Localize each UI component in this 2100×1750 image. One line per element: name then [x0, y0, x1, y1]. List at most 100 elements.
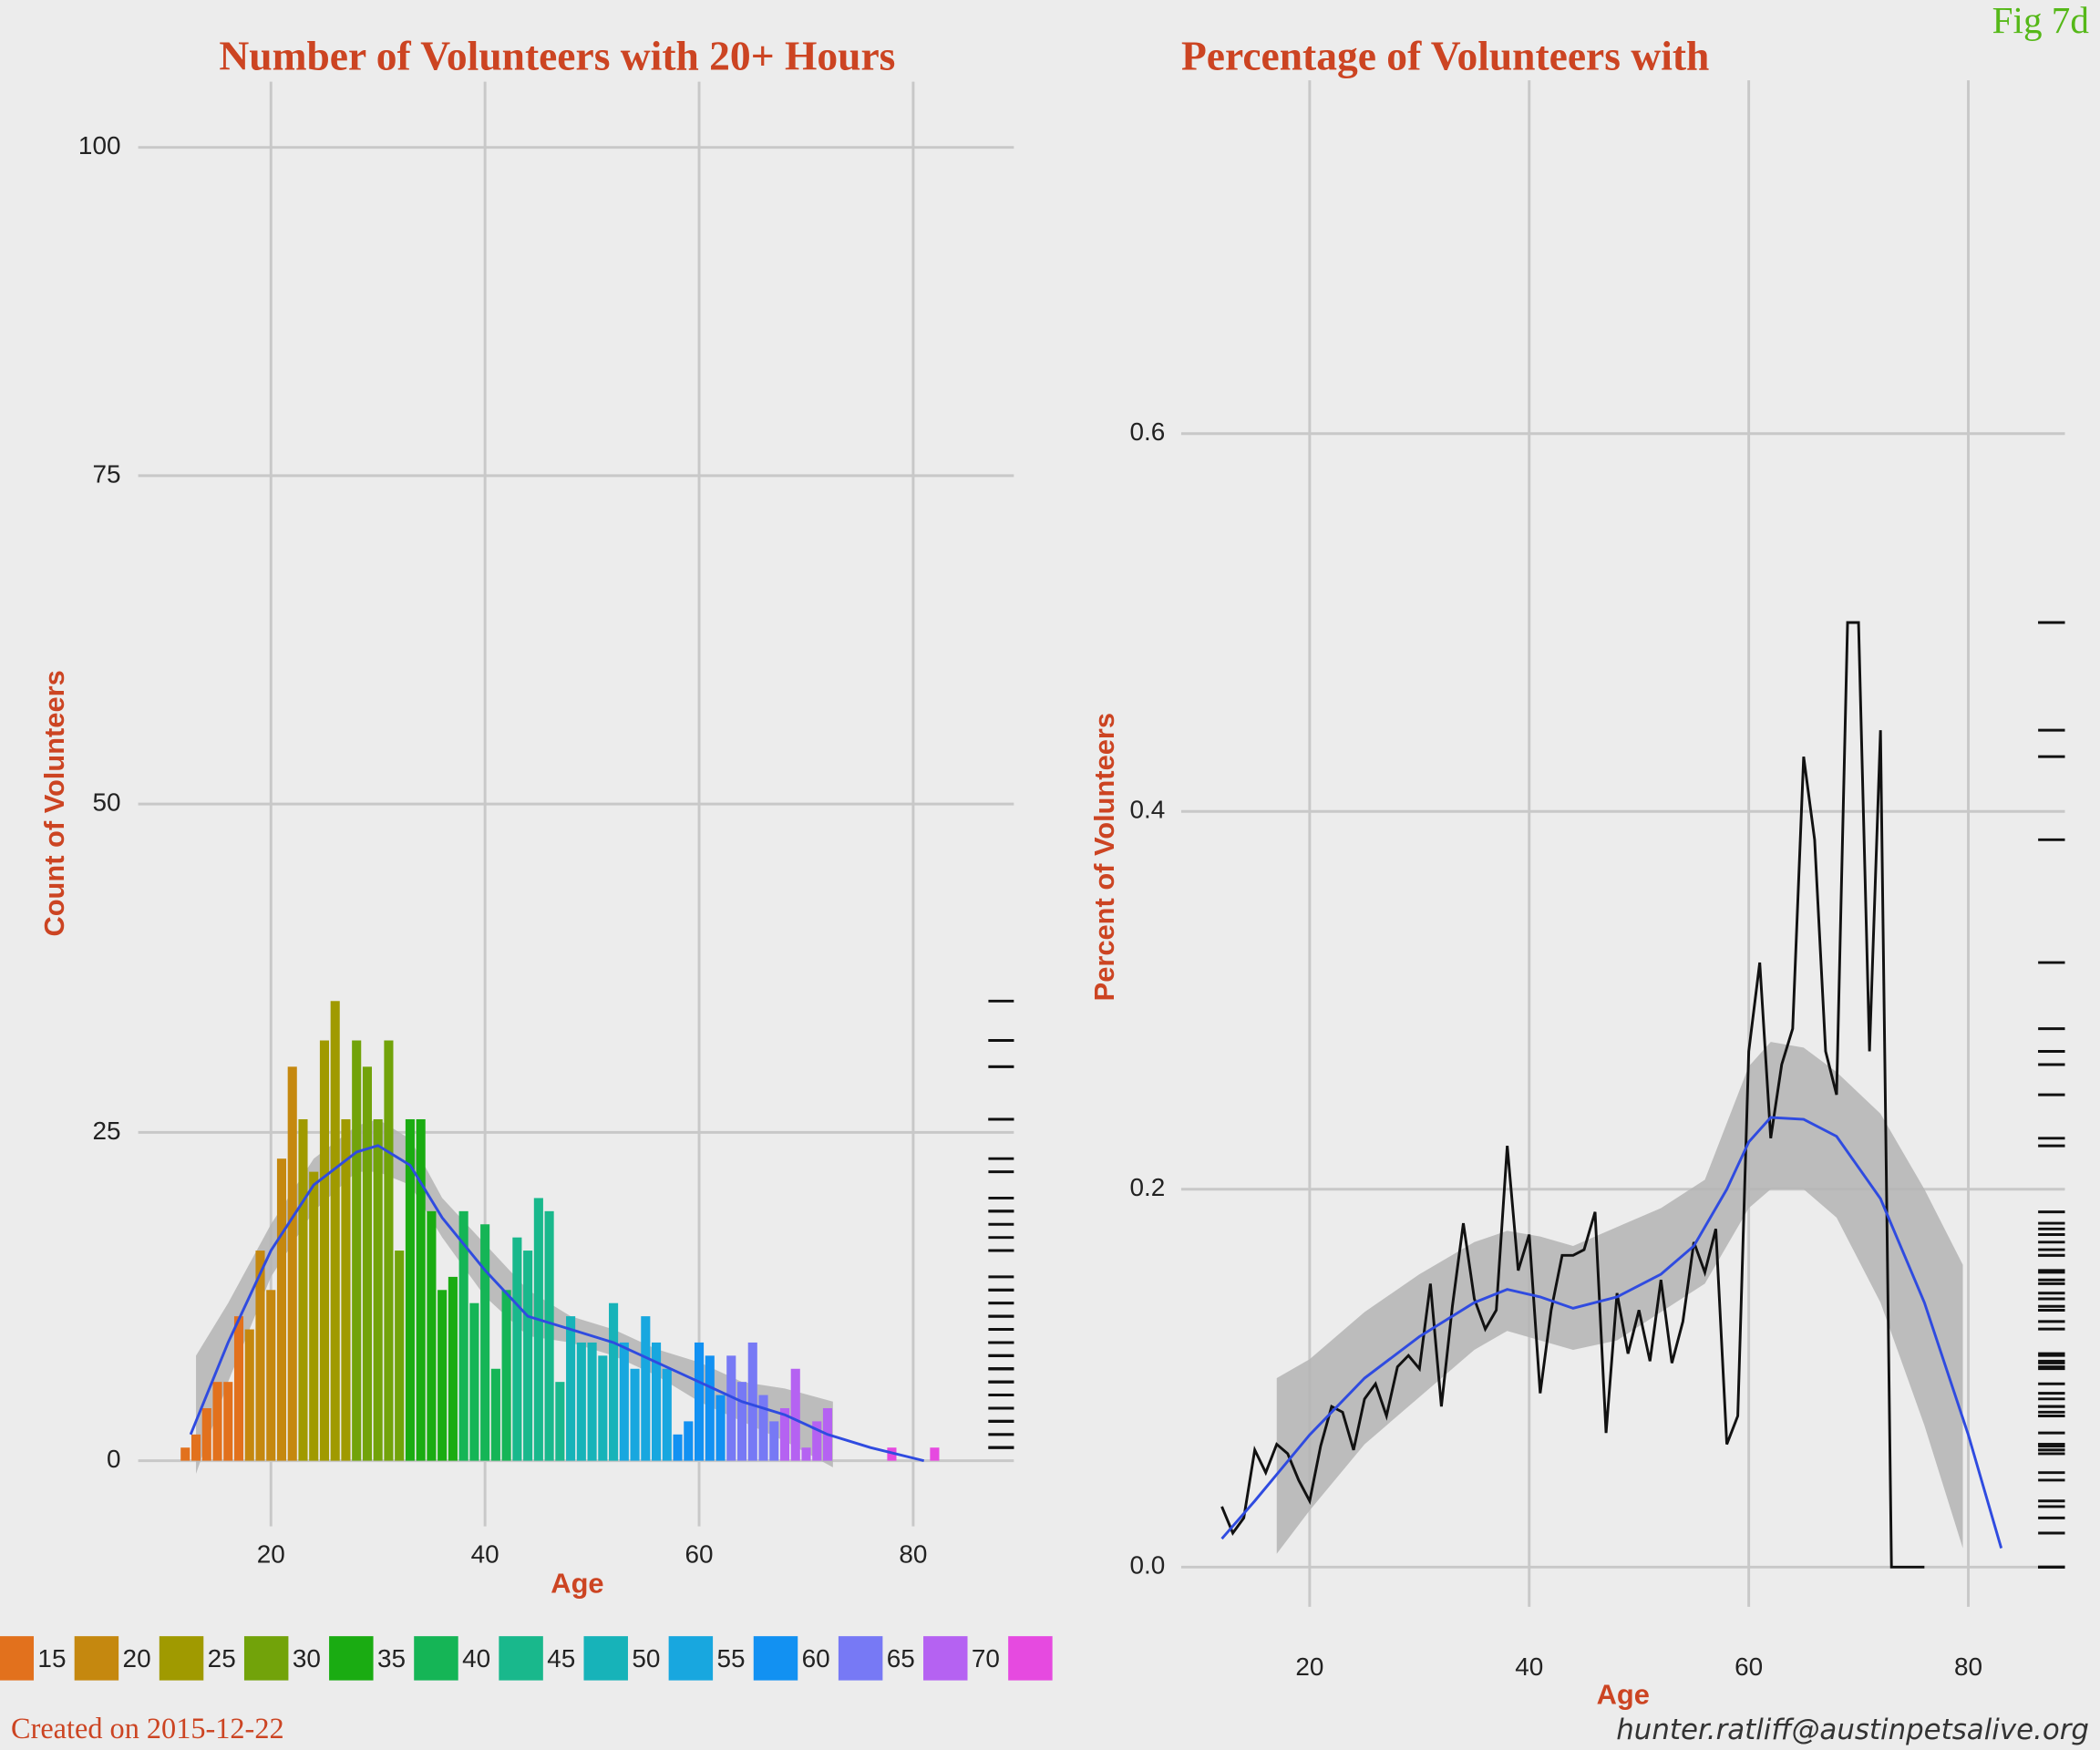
legend-swatch [1008, 1636, 1053, 1681]
bar [555, 1382, 565, 1461]
x-tick-label: 40 [1515, 1652, 1543, 1681]
y-tick-label: 0.6 [1130, 417, 1166, 446]
legend-label: 40 [462, 1644, 490, 1673]
bar [276, 1158, 287, 1461]
bar [587, 1342, 597, 1461]
bar [801, 1447, 811, 1461]
x-axis-title: Age [551, 1567, 603, 1599]
bar [395, 1251, 405, 1461]
legend-swatch [0, 1636, 35, 1681]
bar [609, 1302, 619, 1461]
bar [298, 1118, 308, 1461]
bar [544, 1210, 554, 1461]
bar [523, 1251, 533, 1461]
bar [684, 1421, 694, 1461]
y-tick-label: 100 [78, 131, 121, 160]
smooth-line [1220, 1116, 2003, 1549]
bar [438, 1290, 448, 1461]
bar [480, 1224, 490, 1461]
bar [212, 1382, 222, 1461]
bar [736, 1382, 747, 1461]
smooth-line [189, 1144, 925, 1463]
footer-date: Created on 2015-12-22 [11, 1712, 284, 1745]
legend-label: 20 [123, 1644, 151, 1673]
y-tick-label: 0.0 [1130, 1551, 1166, 1580]
legend-label: 60 [802, 1644, 830, 1673]
bar [223, 1382, 233, 1461]
bar [779, 1407, 790, 1461]
legend-swatch [838, 1636, 883, 1681]
legend-label: 55 [717, 1644, 746, 1673]
legend-swatch [499, 1636, 543, 1681]
bar [373, 1118, 383, 1461]
bar [715, 1395, 726, 1461]
bar [790, 1368, 800, 1461]
bar [266, 1290, 276, 1461]
data-line [1220, 621, 1925, 1569]
bar [598, 1355, 608, 1461]
bar [630, 1368, 640, 1461]
bar [769, 1421, 779, 1461]
legend-label: 30 [293, 1644, 321, 1673]
legend-label: 15 [37, 1644, 66, 1673]
y-tick-label: 75 [92, 459, 120, 488]
x-tick-label: 80 [899, 1539, 927, 1568]
bar [319, 1040, 330, 1461]
legend-swatch [74, 1636, 119, 1681]
bar [501, 1290, 511, 1461]
legend-swatch [414, 1636, 458, 1681]
legend-label: 70 [972, 1644, 1000, 1673]
bar [255, 1251, 265, 1461]
x-tick-label: 20 [257, 1539, 285, 1568]
figure-label: Fig 7d [1992, 0, 2090, 41]
bar [201, 1407, 211, 1461]
legend-swatch [243, 1636, 289, 1681]
bar [930, 1447, 940, 1461]
bar [287, 1066, 297, 1461]
x-axis-title: Age [1597, 1678, 1650, 1710]
bar [352, 1040, 362, 1461]
bar [705, 1355, 715, 1461]
footer-email: hunter.ratliff@austinpetsalive.org [1616, 1714, 2089, 1746]
legend-label: 35 [377, 1644, 406, 1673]
x-tick-label: 40 [471, 1539, 499, 1568]
y-tick-label: 25 [92, 1117, 120, 1145]
bar [652, 1342, 662, 1461]
legend-swatch [668, 1636, 714, 1681]
legend-swatch [159, 1636, 204, 1681]
bar [726, 1355, 736, 1461]
y-axis-title: Count of Volunteers [38, 670, 70, 936]
bar [673, 1434, 683, 1461]
bar [641, 1316, 651, 1461]
bar [416, 1118, 426, 1461]
bar [533, 1198, 543, 1461]
bar [619, 1342, 629, 1461]
bar [576, 1342, 586, 1461]
bar [405, 1118, 415, 1461]
y-tick-label: 0.2 [1130, 1173, 1166, 1201]
confidence-band [1276, 1042, 1963, 1554]
bar [244, 1329, 254, 1461]
x-tick-label: 80 [1954, 1652, 1982, 1681]
bar [758, 1395, 768, 1461]
bar [330, 1001, 340, 1461]
bar [341, 1118, 351, 1461]
x-tick-label: 20 [1295, 1652, 1323, 1681]
bar [662, 1368, 672, 1461]
legend-swatch [923, 1636, 968, 1681]
bar [190, 1434, 201, 1461]
bar [448, 1276, 458, 1461]
chart-title: Percentage of Volunteers with [1181, 33, 1709, 79]
y-tick-label: 0 [107, 1445, 121, 1473]
bar [427, 1210, 437, 1461]
bar [812, 1421, 822, 1461]
y-tick-label: 0.4 [1130, 796, 1166, 824]
bar [747, 1342, 757, 1461]
legend-label: 25 [208, 1644, 236, 1673]
legend-swatch [753, 1636, 798, 1681]
legend-label: 50 [632, 1644, 660, 1673]
y-tick-label: 50 [92, 788, 120, 817]
legend-swatch [329, 1636, 374, 1681]
